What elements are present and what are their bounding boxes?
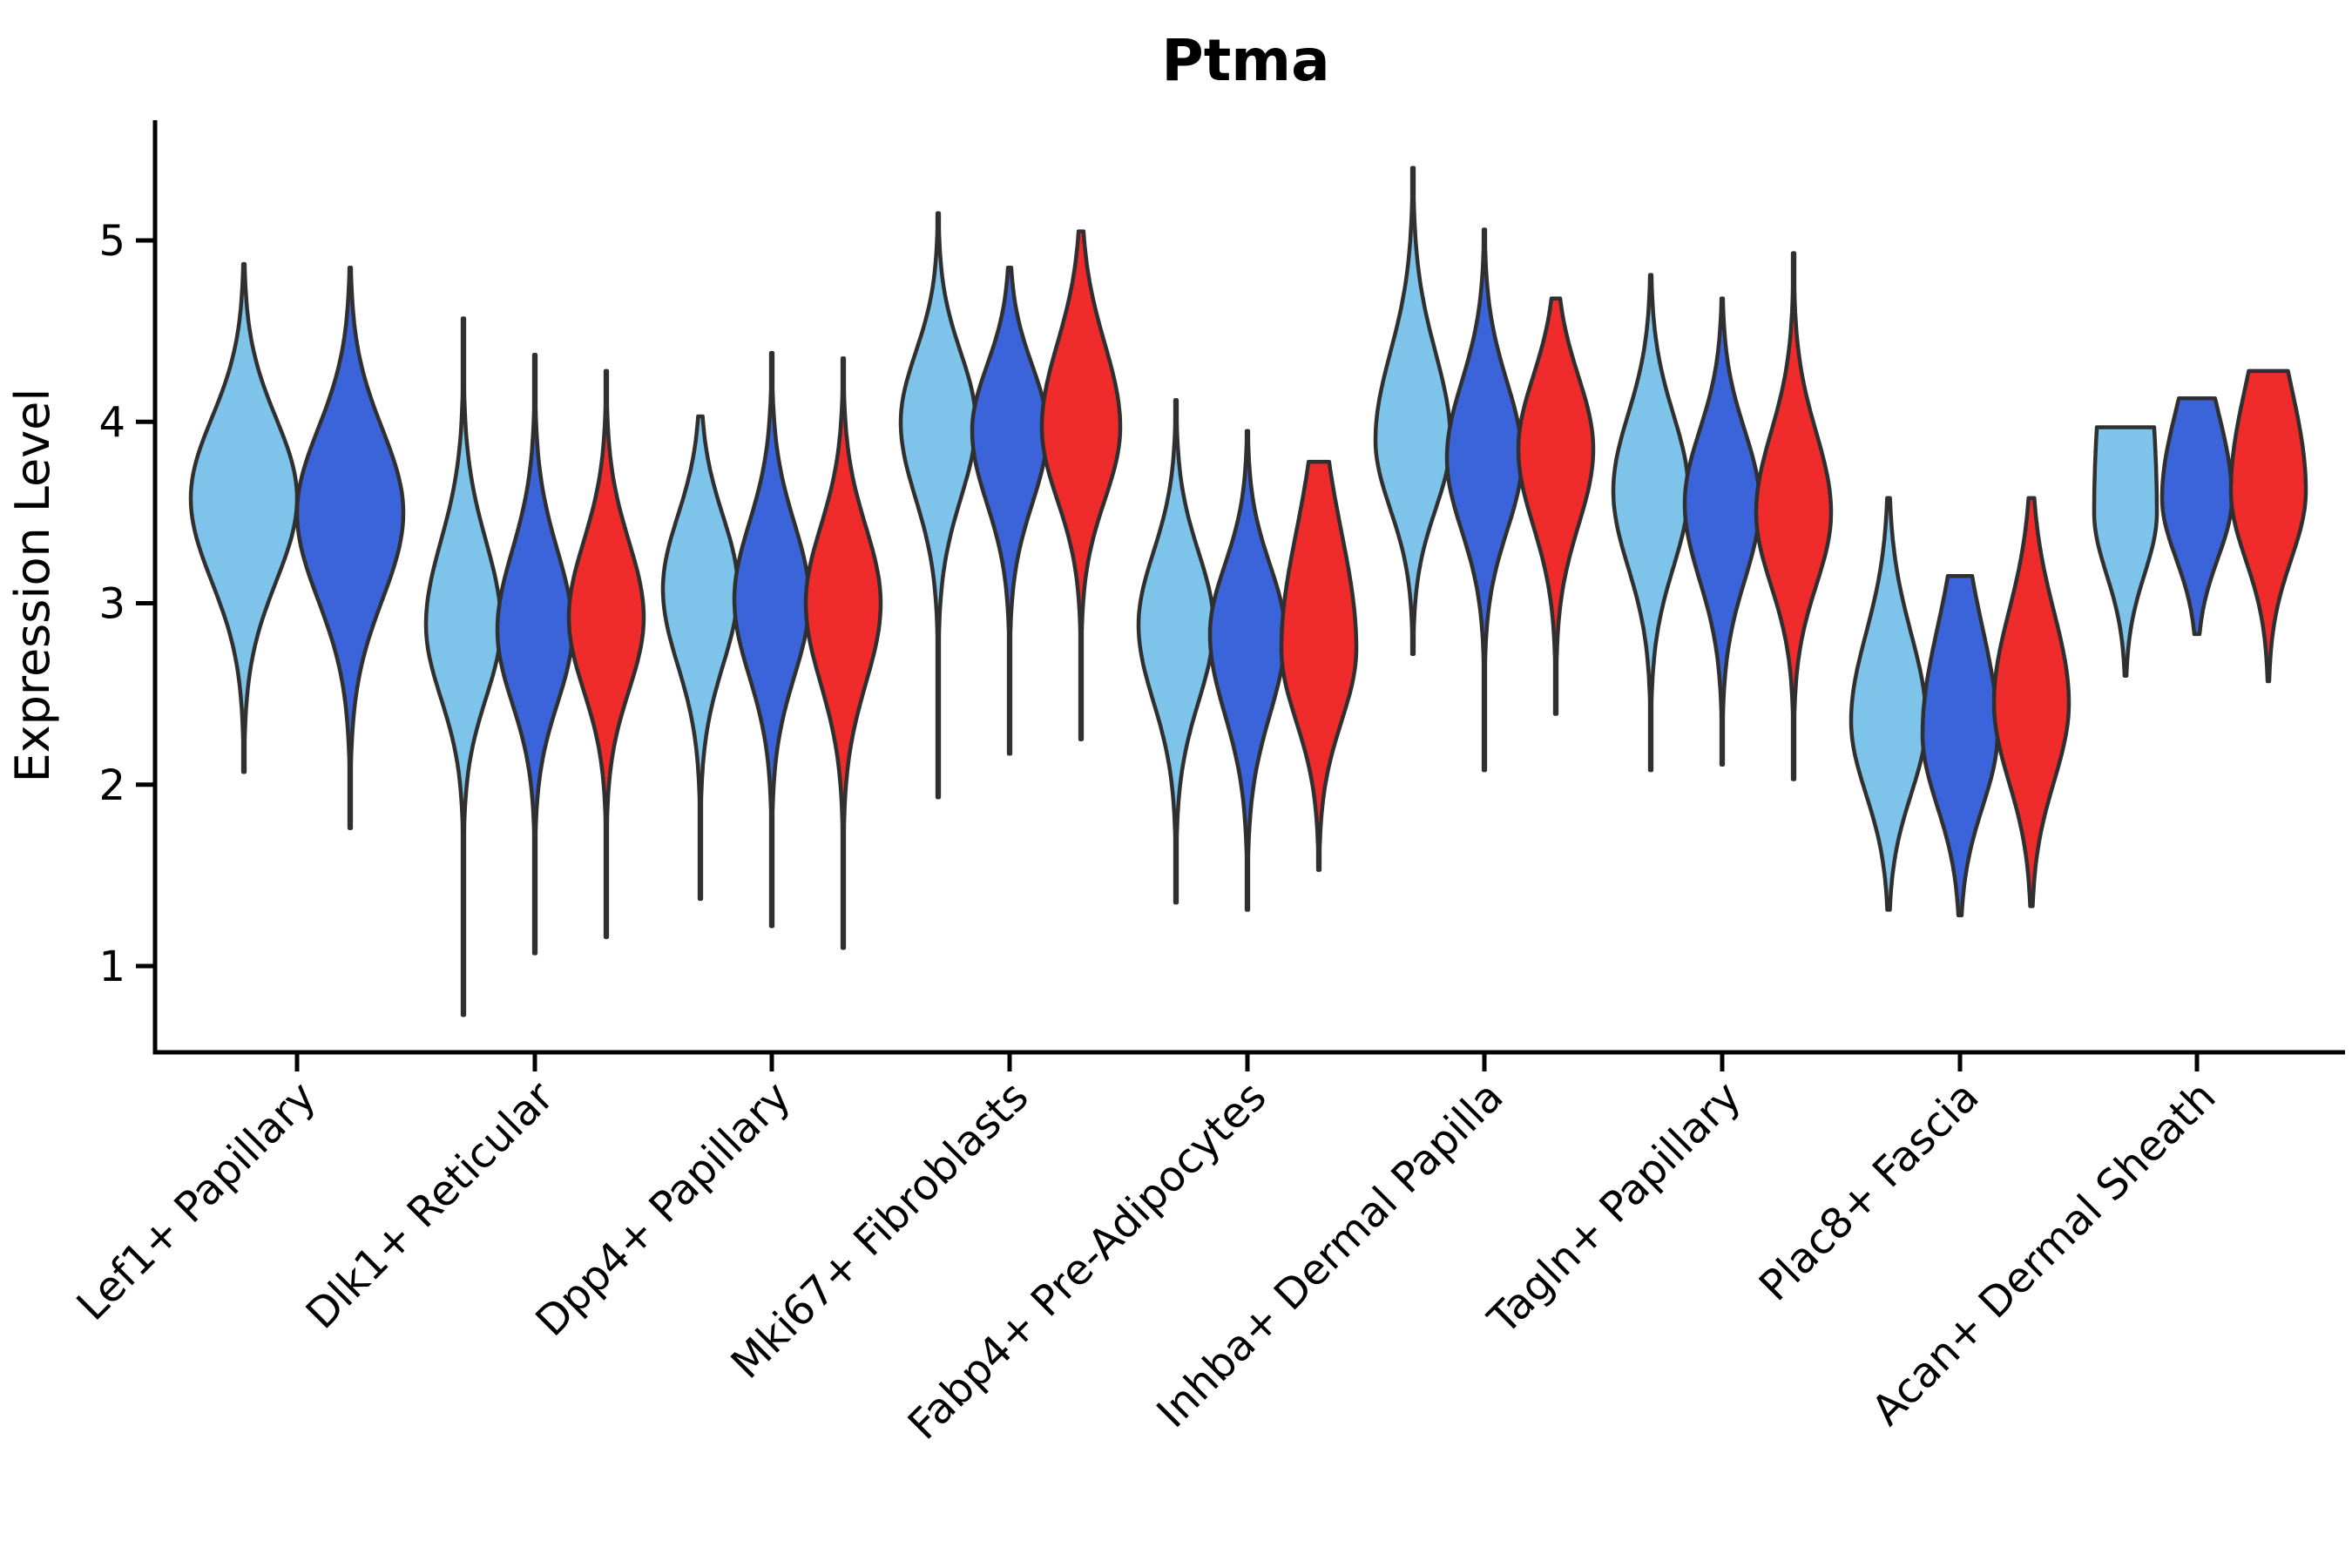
x-category-label-tagln-papillary: Tagln+ Papillary [1478, 1072, 1750, 1344]
axes-group [136, 120, 2345, 1071]
violin-light-blue-mki67-fibroblasts [898, 211, 978, 800]
x-category-label-plac8-fascia: Plac8+ Fascia [1750, 1072, 1989, 1311]
violin-red-dlk1-reticular [566, 368, 646, 939]
violin-shapes-group [188, 166, 2308, 1017]
violin-light-blue-dpp4-papillary [660, 414, 740, 902]
violin-royal-blue-lef1-papillary [294, 265, 406, 830]
x-category-label-dlk1-reticular: Dlk1+ Reticular [297, 1072, 564, 1339]
violin-royal-blue-mki67-fibroblasts [970, 265, 1050, 756]
violin-royal-blue-fabp4-pre-adipocytes [1207, 429, 1288, 912]
violin-red-acan-dermal-sheath [2228, 368, 2308, 684]
y-tick-label: 4 [98, 398, 125, 447]
y-tick-label: 5 [98, 217, 125, 266]
violin-red-mki67-fibroblasts [1039, 229, 1123, 741]
plot-title: Ptma [1161, 27, 1329, 94]
violin-light-blue-dlk1-reticular [423, 316, 504, 1017]
y-axis-label: Expression Level [5, 389, 60, 783]
violin-royal-blue-plac8-fascia [1920, 574, 2000, 917]
violin-red-tagln-papillary [1754, 251, 1834, 781]
violin-royal-blue-dpp4-papillary [732, 350, 812, 929]
violin-red-fabp4-pre-adipocytes [1279, 459, 1359, 872]
y-tick-label: 3 [98, 580, 125, 629]
violin-light-blue-acan-dermal-sheath [2092, 425, 2159, 679]
violin-light-blue-fabp4-pre-adipocytes [1136, 398, 1216, 905]
violin-light-blue-lef1-papillary [188, 261, 300, 774]
violin-light-blue-plac8-fascia [1848, 496, 1929, 912]
violin-red-inhba-dermal-papilla [1516, 296, 1596, 716]
violin-light-blue-tagln-papillary [1611, 273, 1691, 773]
x-category-label-lef1-papillary: Lef1+ Papillary [68, 1072, 326, 1330]
violin-light-blue-inhba-dermal-papilla [1373, 166, 1453, 657]
x-category-label-dpp4-papillary: Dpp4+ Papillary [526, 1072, 800, 1346]
violin-red-plac8-fascia [1991, 496, 2072, 909]
violin-royal-blue-inhba-dermal-papilla [1444, 227, 1524, 773]
violin-red-dpp4-papillary [803, 356, 883, 950]
y-tick-label: 2 [98, 761, 125, 810]
violin-royal-blue-dlk1-reticular [495, 352, 575, 956]
violin-royal-blue-tagln-papillary [1682, 296, 1762, 767]
violin-royal-blue-acan-dermal-sheath [2159, 395, 2234, 637]
y-tick-label: 1 [98, 943, 125, 991]
